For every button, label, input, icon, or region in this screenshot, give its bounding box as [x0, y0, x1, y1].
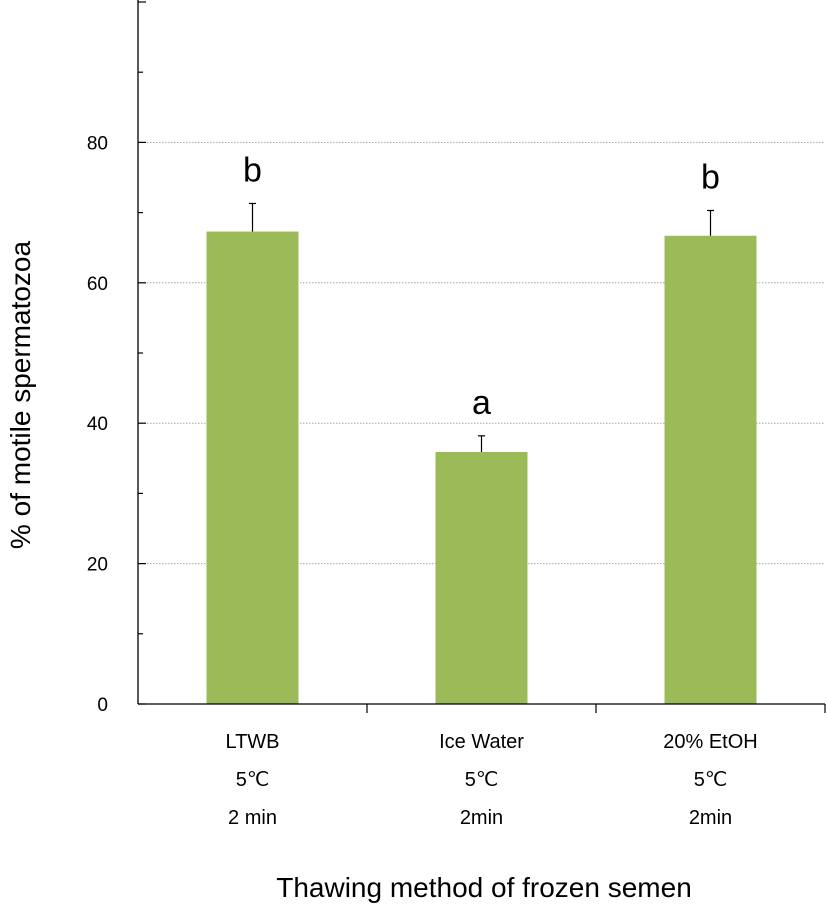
x-category-label-1-line-3: 2 min — [228, 807, 277, 829]
x-category-label-3-line-3: 2min — [689, 807, 732, 829]
x-category-label-2-line-1: Ice Water — [439, 731, 524, 753]
x-axis-title: Thawing method of frozen semen — [276, 872, 692, 903]
x-category-label-3-line-1: 20% EtOH — [663, 731, 757, 753]
axes — [137, 0, 826, 713]
y-tick-label-0: 0 — [97, 695, 108, 716]
y-tick-label-80: 80 — [87, 133, 108, 154]
y-tick-label-60: 60 — [87, 274, 108, 295]
x-category-label-2-line-3: 2min — [460, 807, 503, 829]
bar-2 — [435, 451, 528, 704]
x-category-label-3-line-2: 5℃ — [694, 769, 728, 791]
labels: b a b 0 20 40 60 80 LTWB 5℃ 2 min Ice Water 5℃ 2min 20… — [87, 133, 758, 829]
y-axis-title: % of motile spermatozoa — [5, 241, 36, 550]
significance-label-3: b — [701, 158, 720, 196]
x-category-label-1-line-2: 5℃ — [236, 769, 270, 791]
significance-label-2: a — [472, 384, 491, 422]
bars — [206, 202, 757, 705]
y-tick-label-20: 20 — [87, 555, 108, 576]
bar-1 — [206, 231, 299, 704]
x-category-label-2-line-2: 5℃ — [465, 769, 499, 791]
bar-3 — [664, 235, 757, 705]
y-tick-label-40: 40 — [87, 414, 108, 435]
x-category-label-1-line-1: LTWB — [225, 731, 279, 753]
significance-label-1: b — [243, 151, 262, 189]
